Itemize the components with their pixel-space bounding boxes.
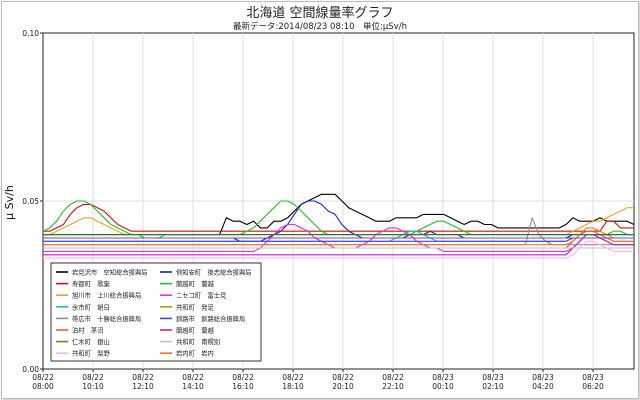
x-tick-label-date: 08/22 xyxy=(32,373,54,382)
chart-title: 北海道 空間線量率グラフ xyxy=(246,6,394,21)
x-tick-label-date: 08/23 xyxy=(532,373,554,382)
legend-label: 共和町 南幌別 xyxy=(176,337,220,346)
x-tick-label-time: 18:10 xyxy=(282,382,304,391)
x-tick-label-time: 10:10 xyxy=(82,382,104,391)
legend-label: 帯広市 十勝総合振興局 xyxy=(72,314,141,323)
series-line xyxy=(43,227,634,246)
x-tick-label-time: 20:10 xyxy=(332,382,354,391)
legend-label: 共和町 発足 xyxy=(176,302,214,311)
y-tick-label: 0.00 xyxy=(22,365,39,374)
legend-label: 寿都町 歌棄 xyxy=(72,279,110,288)
legend-label: 旭川市 上川総合振興局 xyxy=(72,291,141,300)
chart-subtitle: 最新データ:2014/08/23 08:10 単位:μSv/h xyxy=(232,22,407,32)
legend-label: 蘭越町 蘭越 xyxy=(176,326,214,335)
x-tick-label-time: 12:10 xyxy=(132,382,154,391)
x-tick-label-date: 08/22 xyxy=(182,373,204,382)
x-tick-label-time: 02:10 xyxy=(482,382,504,391)
legend-label: 岩見沢市 空知総合振興局 xyxy=(72,268,148,277)
x-tick-label-time: 14:10 xyxy=(182,382,204,391)
x-tick-label-date: 08/23 xyxy=(432,373,454,382)
x-tick-label-date: 08/22 xyxy=(282,373,304,382)
x-tick-label-time: 22:10 xyxy=(382,382,404,391)
legend-label: ニセコ町 富士見 xyxy=(176,291,227,300)
legend xyxy=(50,262,262,362)
series-line xyxy=(43,240,634,259)
legend-label: 岩内町 岩内 xyxy=(176,349,214,358)
x-tick-label-date: 08/23 xyxy=(482,373,504,382)
x-tick-label-time: 00:10 xyxy=(432,382,454,391)
legend-label: 倶知安町 後志総合振興局 xyxy=(176,268,252,277)
series-line xyxy=(43,237,634,242)
legend-label: 共和町 梨野 xyxy=(72,349,110,358)
x-tick-label-date: 08/22 xyxy=(132,373,154,382)
legend-label: 仁木町 銀山 xyxy=(72,337,110,346)
legend-label: 蘭越町 蘭越 xyxy=(176,279,214,288)
x-tick-label-date: 08/22 xyxy=(332,373,354,382)
legend-label: 泊村 茅沼 xyxy=(72,326,103,335)
x-tick-label-time: 06:20 xyxy=(582,382,604,391)
series-line xyxy=(43,234,634,256)
x-tick-label-date: 08/22 xyxy=(82,373,104,382)
series-line xyxy=(43,203,634,232)
x-tick-label-time: 04:20 xyxy=(532,382,554,391)
y-tick-label: 0.10 xyxy=(22,29,39,38)
legend-label: 釧路市 釧路総合振興局 xyxy=(176,314,245,323)
x-tick-label-date: 08/23 xyxy=(582,373,604,382)
legend-label: 余市町 朝日 xyxy=(72,302,110,311)
y-tick-label: 0.05 xyxy=(22,197,39,206)
x-tick-label-time: 16:10 xyxy=(232,382,254,391)
x-tick-label-date: 08/22 xyxy=(382,373,404,382)
x-tick-label-date: 08/22 xyxy=(232,373,254,382)
x-tick-label-time: 08:00 xyxy=(32,382,54,391)
